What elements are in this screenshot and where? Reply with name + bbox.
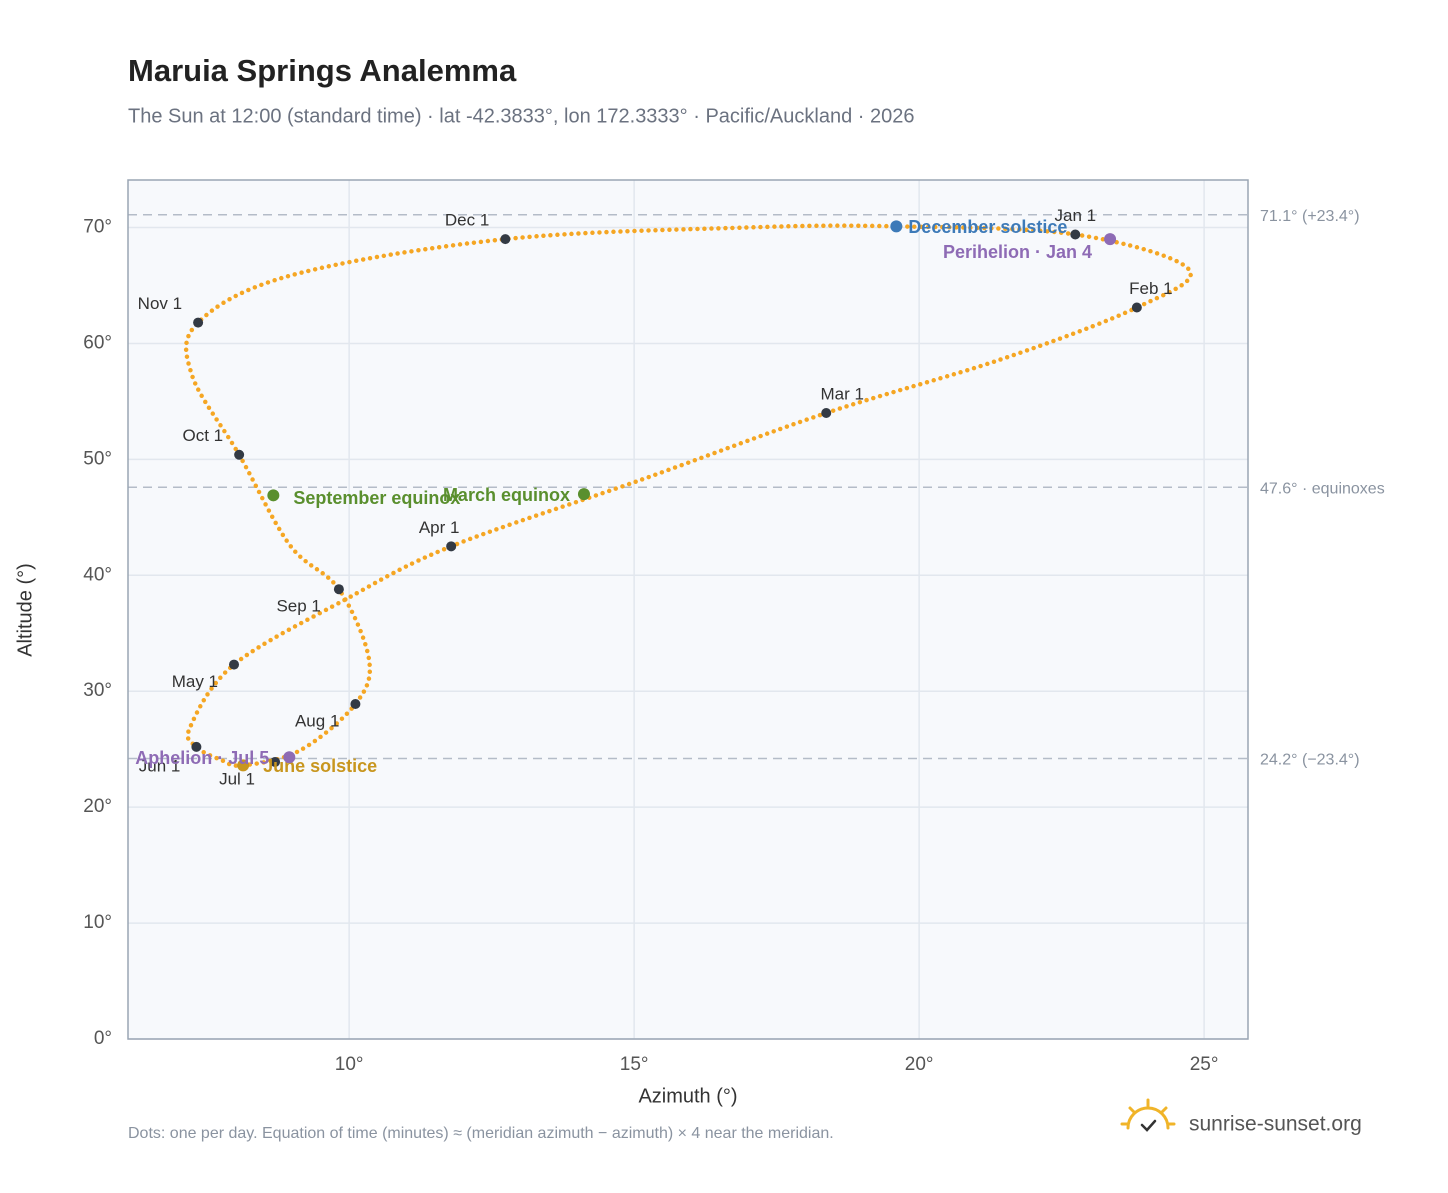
- y-tick-label: 10°: [83, 912, 112, 933]
- y-tick-label: 60°: [83, 332, 112, 353]
- month-label: Dec 1: [445, 211, 489, 230]
- event-marker: [237, 759, 250, 772]
- month-marker: [1070, 229, 1081, 240]
- month-label: Nov 1: [138, 294, 182, 313]
- month-label: Jun 1: [139, 756, 181, 775]
- plot-area: [128, 180, 1248, 1039]
- month-marker: [193, 317, 204, 328]
- month-marker: [350, 698, 361, 709]
- chart-subtitle: The Sun at 12:00 (standard time) · lat -…: [128, 105, 914, 127]
- y-tick-label: 20°: [83, 796, 112, 817]
- month-marker: [1131, 302, 1142, 313]
- event-marker: [267, 489, 280, 502]
- footnote: Dots: one per day. Equation of time (min…: [128, 1125, 834, 1142]
- x-tick-label: 15°: [620, 1054, 649, 1075]
- event-label: Aphelion · Jul 5: [135, 748, 269, 768]
- month-label: Jul 1: [219, 769, 255, 788]
- y-tick-label: 70°: [83, 217, 112, 238]
- month-marker: [821, 408, 832, 419]
- month-marker: [270, 756, 281, 767]
- x-axis-label: Azimuth (°): [638, 1085, 737, 1107]
- month-label: Oct 1: [183, 426, 224, 445]
- grid: [128, 180, 1248, 1040]
- reference-label: 47.6° · equinoxes: [1260, 480, 1385, 497]
- month-label: May 1: [172, 672, 218, 691]
- event-label: Perihelion · Jan 4: [943, 242, 1092, 262]
- month-marker: [229, 659, 240, 670]
- month-label: Sep 1: [276, 597, 320, 616]
- y-tick-label: 30°: [83, 680, 112, 701]
- month-marker: [191, 741, 202, 752]
- month-label: Mar 1: [820, 384, 863, 403]
- analemma-dots: [183, 223, 1193, 768]
- month-label: Feb 1: [1129, 279, 1172, 298]
- logo: [1120, 1098, 1176, 1132]
- month-label: Jan 1: [1055, 206, 1097, 225]
- plot: Jan 1 Feb 1 Mar 1 Apr 1 May 1 Jun 1 Jul 1 Aug 1…: [135, 206, 1193, 788]
- y-axis-label: Altitude (°): [14, 563, 36, 657]
- month-marker: [333, 584, 344, 595]
- event-label: September equinox: [293, 488, 460, 508]
- month-marker: [446, 541, 457, 552]
- event-marker: [283, 751, 296, 764]
- event-marker: [1104, 233, 1117, 246]
- event-marker: [890, 220, 903, 233]
- event-label: December solstice: [908, 217, 1067, 237]
- event-label: March equinox: [443, 485, 570, 505]
- y-tick-label: 40°: [83, 564, 112, 585]
- y-tick-label: 0°: [94, 1028, 112, 1049]
- month-label: Apr 1: [419, 518, 460, 537]
- month-label: Aug 1: [295, 711, 339, 730]
- x-tick-label: 20°: [905, 1054, 934, 1075]
- event-marker: [577, 488, 590, 501]
- y-tick-label: 50°: [83, 448, 112, 469]
- reference-label: 71.1° (+23.4°): [1260, 208, 1360, 225]
- plot-border: [127, 179, 1249, 1040]
- event-label: June solstice: [263, 756, 377, 776]
- month-marker: [500, 234, 511, 245]
- x-tick-label: 25°: [1190, 1054, 1219, 1075]
- chart-title: Maruia Springs Analemma: [128, 53, 517, 88]
- reference-label: 24.2° (−23.4°): [1260, 752, 1360, 769]
- brand: sunrise-sunset.org: [1189, 1113, 1362, 1136]
- x-tick-label: 10°: [335, 1054, 364, 1075]
- month-marker: [234, 449, 245, 460]
